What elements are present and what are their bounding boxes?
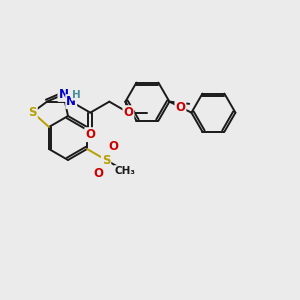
Text: O: O	[109, 140, 119, 153]
Text: O: O	[85, 128, 95, 141]
Text: O: O	[176, 100, 185, 114]
Text: H: H	[72, 90, 81, 100]
Text: S: S	[102, 154, 110, 166]
Text: CH₃: CH₃	[115, 166, 136, 176]
Text: N: N	[58, 88, 68, 101]
Text: O: O	[93, 167, 103, 180]
Text: S: S	[28, 106, 37, 119]
Text: O: O	[123, 106, 134, 119]
Text: N: N	[66, 95, 76, 108]
